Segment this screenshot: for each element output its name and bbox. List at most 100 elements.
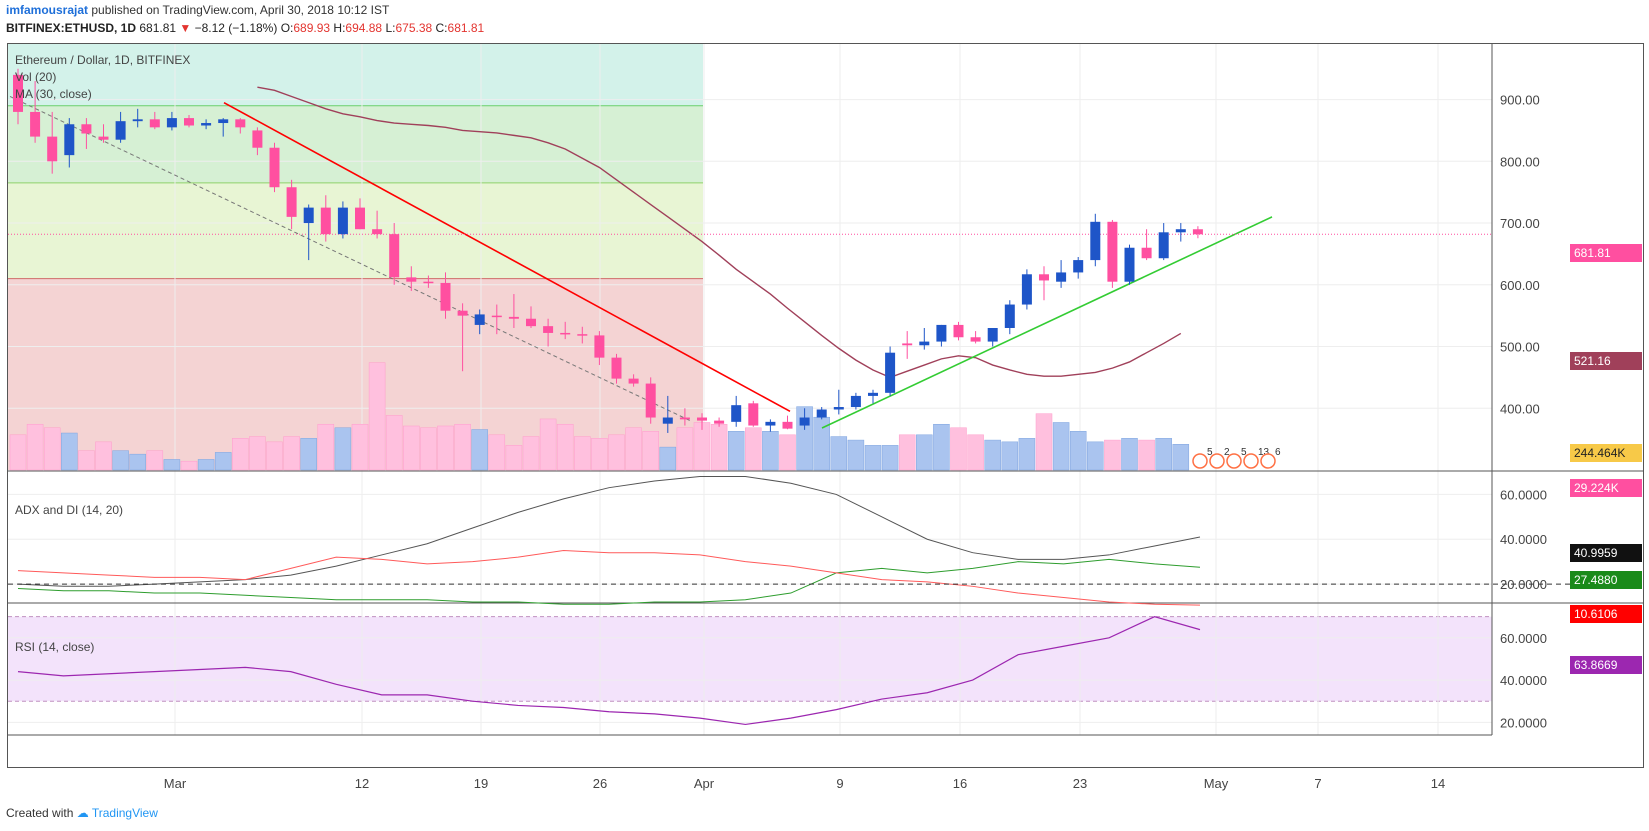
volume-bar	[180, 460, 198, 471]
x-axis-tick-label: Apr	[694, 776, 715, 791]
candle-body	[1124, 247, 1135, 282]
volume-bar	[1121, 438, 1138, 471]
rsi-axis-tick-label: 40.0000	[1500, 673, 1547, 688]
volume-bar	[9, 434, 27, 471]
last-price: 681.81	[139, 21, 177, 35]
rsi-pane-title[interactable]: RSI (14, close)	[15, 640, 95, 654]
candle-body	[1141, 247, 1152, 259]
volume-bar	[1018, 438, 1036, 471]
volume-bar	[676, 427, 694, 471]
volume-bar	[146, 450, 164, 471]
candle-body	[184, 118, 194, 126]
candle-body	[885, 352, 896, 393]
author-link[interactable]: imfamousrajat	[6, 3, 89, 17]
open-value: 689.93	[293, 21, 331, 35]
vol-ma-badge: 244.464K	[1570, 444, 1642, 462]
candle-body	[1039, 274, 1049, 281]
x-axis-tick-label: 9	[836, 776, 843, 791]
downtrend-line	[223, 101, 791, 413]
price-axis-tick-label: 600.00	[1500, 278, 1540, 293]
volume-bar	[334, 427, 352, 471]
volume-badge: 29.224K	[1570, 479, 1642, 497]
price-change: −8.12 (−1.18%)	[194, 21, 278, 35]
candle-body	[337, 207, 348, 235]
event-count-label: 5	[1207, 447, 1213, 458]
price-axis-tick-label: 700.00	[1500, 216, 1540, 231]
candle-body	[1175, 229, 1186, 233]
open-label: O:	[280, 21, 294, 35]
volume-bar	[864, 445, 882, 471]
down-arrow-icon: ▼	[176, 21, 195, 35]
candle-body	[355, 207, 365, 230]
candle-body	[1192, 229, 1203, 235]
price-axis-tick-label: 800.00	[1500, 154, 1540, 169]
event-marker-icon	[1243, 453, 1259, 469]
volume-bar	[522, 436, 540, 471]
volume-bar	[95, 441, 112, 471]
low-label: L:	[385, 21, 396, 35]
volume-bar	[112, 450, 129, 471]
volume-bar	[163, 459, 181, 471]
volume-bar	[984, 439, 1001, 471]
publish-info: imfamousrajat published on TradingView.c…	[6, 3, 389, 17]
candle-body	[953, 324, 964, 338]
candle-body	[235, 119, 246, 128]
volume-bar	[847, 439, 865, 471]
candle-body	[919, 341, 930, 346]
ma-indicator-label[interactable]: MA (30, close)	[15, 87, 92, 101]
fib-zone-green	[8, 105, 703, 183]
price-badge: 681.81	[1570, 244, 1642, 262]
candle-body	[372, 229, 383, 235]
tradingview-link[interactable]: TradingView	[91, 806, 158, 820]
candle-body	[218, 119, 229, 124]
ohlc-header: BITFINEX:ETHUSD, 1D 681.81 ▼ −8.12 (−1.1…	[6, 21, 484, 35]
volume-bar	[454, 423, 471, 471]
candle-body	[987, 328, 998, 342]
x-axis-tick-label: Mar	[164, 776, 187, 791]
adx-badge: 40.9959	[1570, 544, 1642, 562]
candle-body	[389, 234, 400, 278]
volume-bar	[129, 453, 146, 471]
candle-body	[628, 378, 639, 384]
candle-body	[1158, 232, 1169, 259]
rsi-axis-tick-label: 60.0000	[1500, 631, 1547, 646]
volume-bar	[659, 446, 677, 471]
candle-body	[936, 324, 947, 342]
event-count-label: 6	[1275, 447, 1281, 458]
volume-indicator-label[interactable]: Vol (20)	[15, 70, 57, 84]
candle-body	[697, 417, 707, 421]
volume-bar	[933, 423, 950, 471]
x-axis-tick-label: 19	[474, 776, 488, 791]
x-axis-tick-label: 7	[1314, 776, 1321, 791]
volume-bar	[1104, 439, 1121, 471]
candle-body	[13, 74, 23, 112]
price-pane-title: Ethereum / Dollar, 1D, BITFINEX	[15, 53, 191, 67]
volume-bar	[368, 362, 386, 471]
price-axis-tick-label: 900.00	[1500, 93, 1540, 108]
adx-pane-title[interactable]: ADX and DI (14, 20)	[15, 503, 124, 517]
adx-axis-tick-label: 40.0000	[1500, 532, 1547, 547]
volume-bar	[1001, 441, 1019, 471]
volume-bar	[1069, 431, 1087, 471]
volume-bar	[1138, 439, 1155, 471]
volume-bar	[214, 452, 232, 471]
event-count-label: 13	[1258, 447, 1270, 458]
volume-bar	[300, 438, 317, 471]
candle-body	[508, 316, 519, 319]
candle-body	[132, 119, 143, 122]
volume-bar	[727, 431, 745, 471]
chart-frame	[7, 43, 1644, 768]
candle-body	[98, 136, 109, 140]
candle-body	[765, 421, 776, 426]
rsi-band	[8, 616, 1492, 702]
ma-badge: 521.16	[1570, 352, 1642, 370]
candle-body	[850, 395, 861, 408]
created-with-text: Created with	[6, 806, 74, 820]
candle-body	[902, 343, 913, 346]
candle-body	[440, 282, 451, 311]
volume-bar	[385, 415, 403, 471]
candle-body	[970, 337, 981, 342]
candle-body	[457, 310, 468, 316]
candle-body	[1090, 221, 1101, 261]
